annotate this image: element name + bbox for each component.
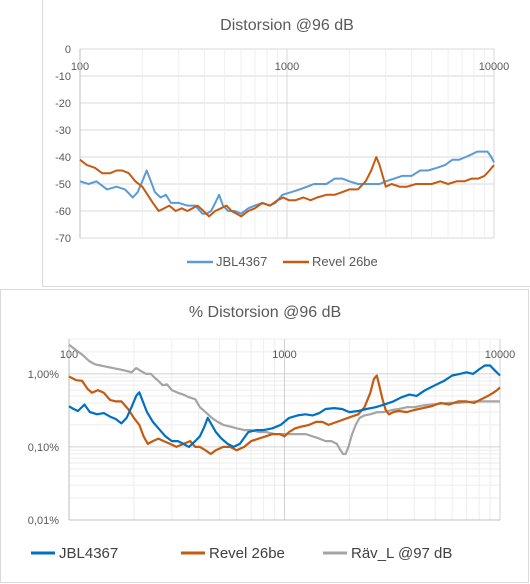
chart-panel-bottom: % Distorsion @96 dB 1,00% 0,10% 0,01% 100 10… [0,289,529,583]
chart-bottom-title: % Distorsion @96 dB [189,304,341,321]
y-tick-label: -40 [55,152,71,164]
y-tick-label: -70 [55,233,71,245]
y-tick-label: -10 [55,71,71,83]
y-tick-label: -30 [55,125,71,137]
chart-panel-top: Distorsion @96 dB 0 -10 -20 -30 -40 -50 -60 -70… [42,0,530,287]
legend-label: Räv_L @97 dB [351,545,452,562]
series-line [68,364,501,448]
legend-label: Revel 26be [209,545,285,562]
y-tick-label: -60 [55,206,71,218]
y-tick-label: 0 [65,44,71,56]
legend-label: Revel 26be [312,254,378,269]
series-line [79,156,495,218]
x-tick-label: 1000 [272,349,296,361]
y-tick-label: 0,01% [28,515,59,527]
y-tick-label: -20 [55,98,71,110]
y-tick-label: 0,10% [28,442,59,454]
x-tick-label: 1000 [275,61,299,73]
y-tick-label: -50 [55,179,71,191]
y-tick-label: 1,00% [28,369,59,381]
x-tick-label: 10000 [485,349,516,361]
x-tick-label: 10000 [479,61,510,73]
chart-top-title: Distorsion @96 dB [220,17,354,34]
series-line [68,374,501,456]
x-tick-label: 100 [60,349,78,361]
legend-label: JBL4367 [216,254,267,269]
legend-label: JBL4367 [59,545,118,562]
series-line [68,343,500,456]
chart-bottom: % Distorsion @96 dB 1,00% 0,10% 0,01% 100 10… [28,304,516,562]
chart-top: Distorsion @96 dB 0 -10 -20 -30 -40 -50 -60 -70… [55,17,510,269]
